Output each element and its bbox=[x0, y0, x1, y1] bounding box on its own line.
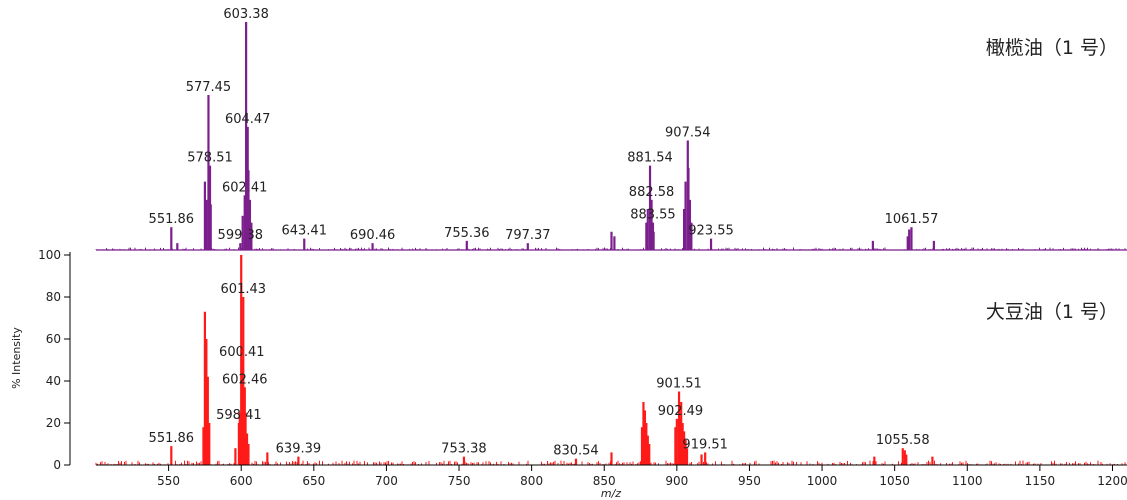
x-tick-label: 700 bbox=[375, 474, 398, 488]
bottom-peak-label: 602.46 bbox=[222, 372, 268, 387]
bottom-peak-label: 1055.58 bbox=[876, 433, 930, 448]
y-tick-label: 100 bbox=[38, 248, 61, 262]
bottom-peak-label: 639.39 bbox=[276, 442, 322, 457]
y-tick-label: 0 bbox=[53, 458, 61, 472]
x-tick-label: 950 bbox=[738, 474, 761, 488]
bottom-peak-label: 601.43 bbox=[221, 282, 267, 297]
top-peak-label: 755.36 bbox=[444, 226, 490, 241]
top-peaks-group: 551.86 577.45 578.51 599.38 602.41 603.38 604.… bbox=[95, 7, 1127, 250]
bottom-peak-label: 919.51 bbox=[682, 437, 728, 452]
axes-group: 0 20 40 60 80 100 550 600 650 700 750 800 850 900 950… bbox=[10, 248, 1127, 500]
bottom-peak-label: 598.41 bbox=[216, 408, 262, 423]
x-tick-label: 1100 bbox=[952, 474, 983, 488]
top-peak-label: 882.58 bbox=[629, 185, 675, 200]
top-peak-label: 599.38 bbox=[218, 228, 264, 243]
bottom-peak-label: 830.54 bbox=[553, 444, 599, 459]
top-peak-label: 604.47 bbox=[225, 112, 271, 127]
bottom-peak-label: 551.86 bbox=[149, 431, 195, 446]
x-ticks-group: 550 600 650 700 750 800 850 900 950 1000 1050 1100 1… bbox=[157, 465, 1127, 488]
x-tick-label: 750 bbox=[448, 474, 471, 488]
top-peak-label: 551.86 bbox=[149, 212, 195, 227]
top-peak-label: 1061.57 bbox=[885, 212, 939, 227]
top-panel-title: 橄榄油（1 号） bbox=[986, 37, 1118, 59]
top-peak-label: 881.54 bbox=[627, 151, 673, 166]
x-tick-label: 900 bbox=[665, 474, 688, 488]
x-tick-label: 650 bbox=[302, 474, 325, 488]
y-tick-label: 80 bbox=[46, 290, 61, 304]
top-peak-label: 797.37 bbox=[505, 228, 551, 243]
x-tick-label: 800 bbox=[520, 474, 543, 488]
top-peak-label: 883.55 bbox=[630, 208, 676, 223]
top-peak-label: 578.51 bbox=[187, 151, 233, 166]
bottom-panel-title: 大豆油（1 号） bbox=[986, 301, 1118, 323]
x-tick-label: 1050 bbox=[879, 474, 910, 488]
y-axis-title: % Intensity bbox=[10, 327, 23, 389]
x-axis-title: m/z bbox=[601, 487, 621, 500]
x-tick-label: 850 bbox=[593, 474, 616, 488]
bottom-peaks-group: 551.86 598.41 600.41 601.43 602.46 639.39 753.… bbox=[95, 255, 1127, 465]
x-tick-label: 1200 bbox=[1097, 474, 1127, 488]
top-peak-label: 907.54 bbox=[665, 126, 711, 141]
bottom-peak-label: 902.49 bbox=[658, 404, 704, 419]
x-tick-label: 1000 bbox=[807, 474, 838, 488]
y-tick-label: 40 bbox=[46, 374, 61, 388]
bottom-peak-label: 753.38 bbox=[441, 442, 487, 457]
top-peak-label: 923.55 bbox=[688, 224, 734, 239]
top-peak-label: 690.46 bbox=[350, 228, 396, 243]
top-peak-label: 643.41 bbox=[281, 224, 327, 239]
bottom-peak-label: 901.51 bbox=[656, 377, 702, 392]
x-tick-label: 600 bbox=[230, 474, 253, 488]
bottom-peak-label: 600.41 bbox=[219, 345, 265, 360]
y-tick-label: 20 bbox=[46, 416, 61, 430]
x-tick-label: 1150 bbox=[1025, 474, 1056, 488]
top-peak-label: 577.45 bbox=[186, 80, 232, 95]
y-ticks-group: 0 20 40 60 80 100 bbox=[38, 248, 70, 472]
bottom-panel-soybean-oil: 大豆油（1 号） 551.86 598.41 600.41 601.43 602.46 6… bbox=[95, 255, 1127, 465]
x-tick-label: 550 bbox=[157, 474, 180, 488]
y-tick-label: 60 bbox=[46, 332, 61, 346]
top-panel-olive-oil: 橄榄油（1 号） 551.86 577.45 578.51 599.38 602.41 6… bbox=[95, 7, 1127, 251]
top-peak-label: 603.38 bbox=[223, 7, 269, 22]
top-peak-label: 602.41 bbox=[222, 180, 268, 195]
